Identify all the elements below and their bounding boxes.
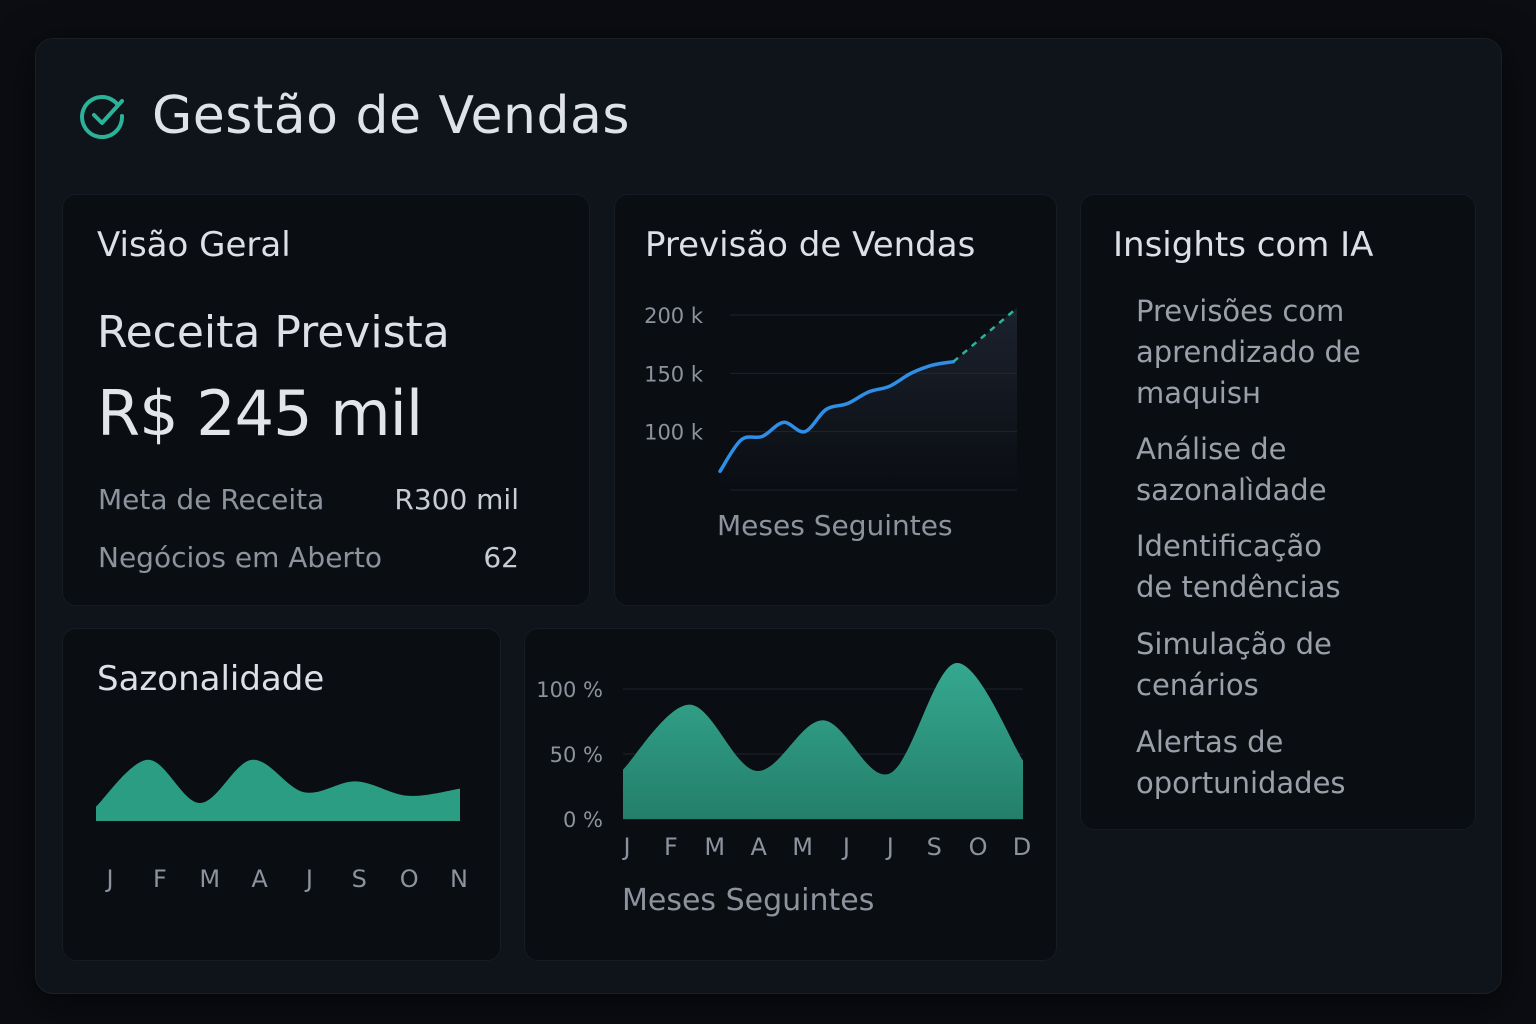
overview-title: Visão Geral [97,225,291,265]
check-circle-icon [80,95,125,140]
forecast-area [720,308,1017,490]
y-tick-label: 200 k [644,304,704,328]
insights-card: Insights com IA Previsões com aprendizad… [1080,194,1476,830]
insight-item: Previsões com aprendizado de maquisн [1136,294,1361,410]
open-deals-value: 62 [483,541,519,574]
seasonality-area [96,759,460,821]
seasonality-card: Sazonalidade J F M A J S O N [62,628,501,961]
x-tick-label: O [968,833,988,861]
x-tick-label: D [1012,833,1032,861]
forecast-xlabel: Meses Seguintes [717,509,953,542]
x-tick-label: F [152,865,167,893]
x-tick-label: J [305,865,313,893]
y-tick-label: 100 % [536,678,603,702]
x-tick-label: M [199,865,221,893]
overview-card: Visão Geral Receita Prevista R$ 245 mil … [62,194,590,606]
open-deals-label: Negócios em Aberto [98,541,383,574]
insight-item: Alertas de oportunidades [1136,725,1346,800]
monthly-xlabel: Meses Seguintes [622,883,875,918]
x-tick-label: A [750,833,767,861]
insight-item: Identificação de tendências [1136,529,1341,604]
insight-item: Análise de sazonalìdade [1136,432,1327,507]
y-tick-label: 0 % [563,808,603,832]
forecast-projection-line [952,307,1018,363]
forecast-card: Previsão de Vendas 100 k 150 k 200 k Meses… [614,194,1057,606]
seasonality-chart [96,759,460,821]
x-tick-label: J [623,833,631,861]
goal-label: Meta de Receita [98,483,325,516]
forecast-series-line [718,359,956,474]
monthly-chart: 0 % 50 % 100 % [536,662,1023,832]
x-tick-label: M [792,833,813,861]
y-tick-label: 150 k [644,362,704,386]
monthly-area [623,662,1023,819]
insights-title: Insights com IA [1113,225,1374,265]
x-tick-label: J [106,865,114,893]
x-tick-label: F [663,833,678,861]
x-tick-label: N [450,865,468,893]
forecast-chart: 100 k 150 k 200 k [644,304,1018,491]
goal-value: R300 mil [394,483,519,516]
page-header: Gestão de Vendas [78,86,630,146]
x-tick-label: A [251,865,268,893]
x-tick-label: S [351,865,367,893]
y-tick-label: 100 k [644,421,704,445]
x-tick-label: J [842,833,850,861]
seasonality-title: Sazonalidade [97,659,325,699]
revenue-label: Receita Prevista [97,307,450,358]
page-title: Gestão de Vendas [152,86,630,146]
x-tick-label: J [886,833,894,861]
forecast-title: Previsão de Vendas [645,225,976,265]
x-tick-label: S [926,833,942,861]
y-tick-label: 50 % [550,743,603,767]
revenue-value: R$ 245 mil [97,377,423,450]
x-tick-label: M [704,833,726,861]
insight-item: Simulação de cenários [1136,627,1332,702]
x-tick-label: O [399,865,419,893]
